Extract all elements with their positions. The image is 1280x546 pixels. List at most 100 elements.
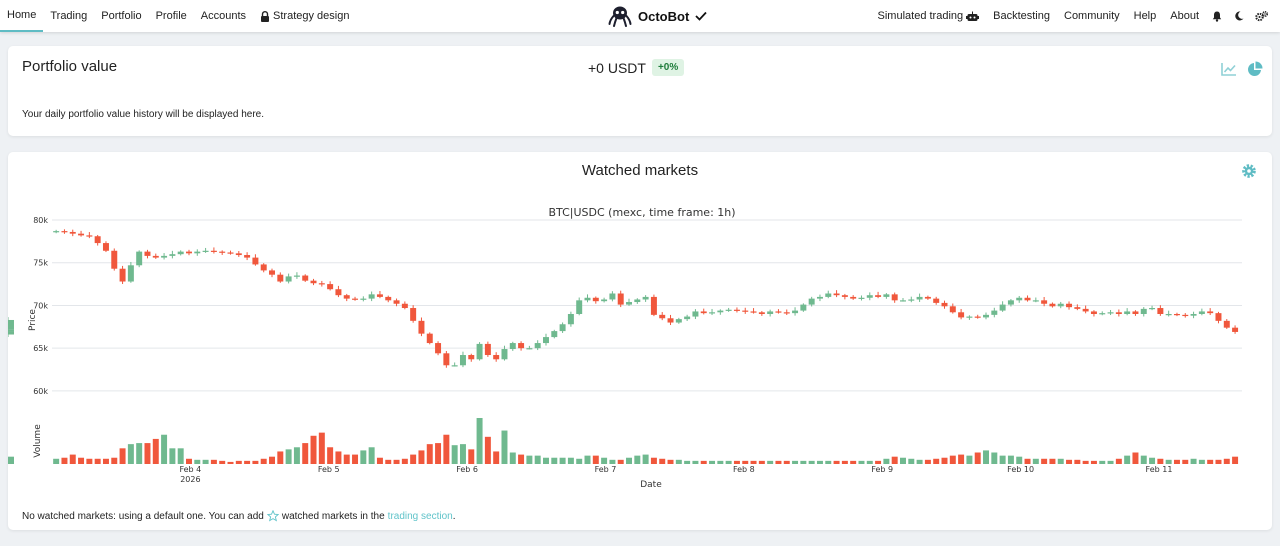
volume-bar: [783, 460, 790, 464]
robot-icon: [966, 11, 980, 21]
volume-bar: [850, 460, 857, 464]
nav-simulated-trading-label: Simulated trading: [877, 10, 964, 22]
volume-bar: [144, 443, 151, 464]
volume-bar: [567, 457, 574, 464]
top-navbar: Home Trading Portfolio Profile Accounts …: [0, 0, 1280, 32]
markets-settings-button[interactable]: [1238, 160, 1260, 182]
candle: [825, 290, 832, 299]
x-tick-label: Feb 10: [1007, 465, 1034, 474]
nav-portfolio[interactable]: Portfolio: [101, 10, 142, 22]
line-chart-button[interactable]: [1218, 58, 1240, 80]
volume-bar: [767, 460, 774, 464]
candle: [551, 329, 558, 339]
candle: [53, 229, 60, 234]
nav-trading[interactable]: Trading: [50, 10, 88, 22]
brand[interactable]: OctoBot: [608, 4, 707, 28]
candle: [136, 250, 143, 268]
volume-bar: [941, 457, 948, 464]
volume-bar: [302, 443, 309, 464]
volume-bar: [899, 457, 906, 464]
volume-bar: [983, 450, 990, 464]
candle: [899, 298, 906, 302]
volume-bar: [493, 451, 500, 464]
candle: [908, 296, 915, 303]
nav-left: Home Trading Portfolio Profile Accounts …: [0, 0, 356, 32]
nav-home[interactable]: Home: [0, 0, 44, 32]
candle: [426, 332, 433, 345]
candle: [808, 296, 815, 307]
candle: [775, 309, 782, 314]
volume-bar: [626, 457, 633, 464]
volume-bar: [385, 459, 392, 464]
price-chart[interactable]: BTC|USDC (mexc, time frame: 1h) 60k 65k 70…: [8, 152, 1272, 502]
nav-help[interactable]: Help: [1133, 10, 1157, 22]
nav-profile[interactable]: Profile: [155, 10, 187, 22]
candle: [850, 295, 857, 300]
candle: [659, 312, 666, 321]
volume-bar: [534, 455, 541, 464]
candle: [767, 309, 774, 317]
nav-strategy-design[interactable]: Strategy design: [253, 1, 356, 31]
candle: [493, 352, 500, 362]
candle: [642, 295, 649, 302]
volume-bar: [684, 460, 691, 464]
candle: [376, 291, 383, 299]
trading-section-link[interactable]: trading section: [387, 510, 453, 522]
candle: [875, 291, 882, 299]
candle: [717, 309, 724, 315]
candle: [866, 292, 873, 301]
volume-bar: [1041, 458, 1048, 464]
volume-bar: [443, 434, 450, 464]
x-tick-year: 2026: [180, 475, 200, 484]
volume-bar: [78, 457, 85, 464]
settings-menu-button[interactable]: [1250, 5, 1272, 27]
volume-bar: [368, 447, 375, 464]
watched-markets-message-suffix: .: [452, 510, 456, 522]
nav-simulated-trading[interactable]: Simulated trading: [871, 1, 987, 31]
candle: [476, 342, 483, 361]
volume-bar: [1232, 456, 1239, 464]
candle: [725, 307, 732, 312]
volume-bar: [244, 460, 251, 464]
candle: [210, 247, 217, 254]
volume-bar: [177, 448, 184, 464]
cogs-icon: [1254, 10, 1268, 21]
notifications-button[interactable]: [1206, 5, 1228, 27]
candle: [617, 290, 624, 308]
candle: [1024, 295, 1031, 302]
y-tick-label: 60k: [33, 387, 48, 396]
volume-bar: [310, 435, 317, 464]
candle: [1115, 309, 1122, 317]
volume-bar: [1132, 452, 1139, 464]
volume-bar: [916, 459, 923, 464]
octobot-logo-icon: [608, 6, 632, 27]
candle: [700, 308, 707, 315]
candle: [933, 296, 940, 305]
nav-community[interactable]: Community: [1064, 10, 1120, 22]
pie-chart-button[interactable]: [1244, 58, 1266, 80]
candle: [343, 293, 350, 302]
volume-bar: [1074, 459, 1081, 464]
candle: [169, 250, 176, 259]
volume-bar: [468, 449, 475, 464]
y-tick-label: 75k: [33, 259, 48, 268]
volume-bar: [1032, 458, 1039, 464]
candle: [958, 308, 965, 320]
nav-backtesting[interactable]: Backtesting: [993, 10, 1050, 22]
candle: [219, 250, 226, 255]
volume-bar: [127, 444, 134, 464]
candle: [667, 314, 674, 326]
candle: [1182, 313, 1189, 318]
nav-accounts[interactable]: Accounts: [200, 10, 247, 22]
volume-bar: [1149, 457, 1156, 464]
candle: [792, 307, 799, 316]
volume-bar: [733, 460, 740, 464]
candle: [924, 295, 931, 300]
nav-about[interactable]: About: [1170, 10, 1199, 22]
volume-bar: [725, 460, 732, 464]
volume-bar: [650, 457, 657, 464]
candle: [227, 250, 234, 255]
dark-mode-button[interactable]: [1228, 5, 1250, 27]
volume-bar: [69, 454, 76, 464]
volume-bar: [642, 454, 649, 464]
